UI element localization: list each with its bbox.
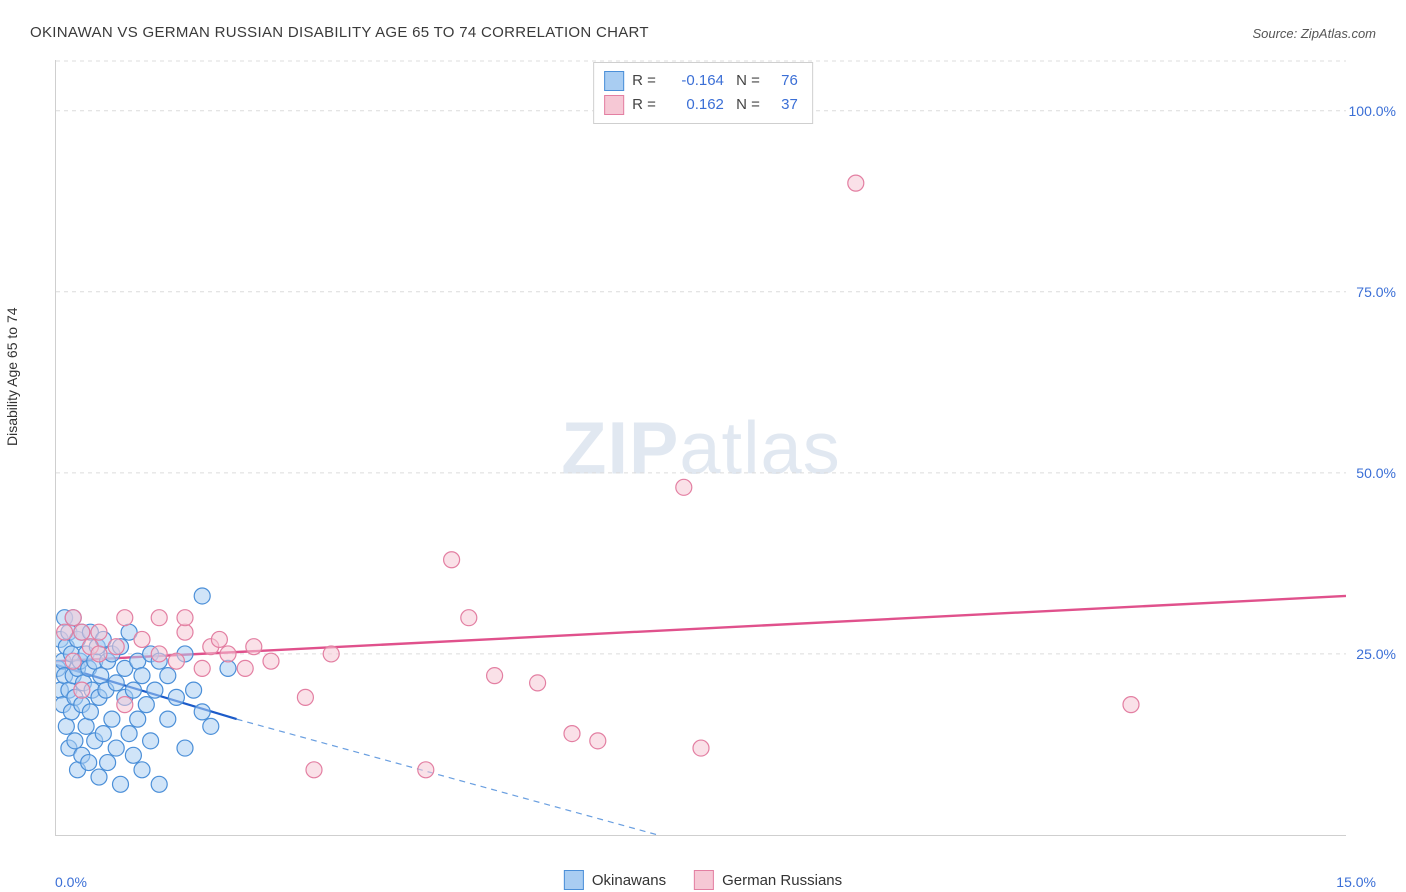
plot-area: ZIPatlas <box>55 60 1346 836</box>
scatter-plot-svg <box>56 60 1346 835</box>
source-attribution: Source: ZipAtlas.com <box>1252 26 1376 41</box>
legend-item-okinawans: Okinawans <box>564 870 666 890</box>
y-tick-label: 100.0% <box>1349 103 1396 119</box>
swatch-german-russians-bottom <box>694 870 714 890</box>
swatch-okinawans <box>604 71 624 91</box>
bottom-legend: Okinawans German Russians <box>564 870 842 890</box>
y-tick-label: 25.0% <box>1356 646 1396 662</box>
correlation-legend-box: R =-0.164 N =76 R =0.162 N =37 <box>593 62 813 124</box>
x-tick-label-min: 0.0% <box>55 874 87 890</box>
correlation-row-2: R =0.162 N =37 <box>604 93 798 117</box>
y-tick-label: 50.0% <box>1356 465 1396 481</box>
swatch-okinawans-bottom <box>564 870 584 890</box>
swatch-german-russians <box>604 95 624 115</box>
x-tick-label-max: 15.0% <box>1336 874 1376 890</box>
chart-title: OKINAWAN VS GERMAN RUSSIAN DISABILITY AG… <box>30 24 649 41</box>
correlation-row-1: R =-0.164 N =76 <box>604 69 798 93</box>
y-tick-label: 75.0% <box>1356 284 1396 300</box>
legend-item-german-russians: German Russians <box>694 870 842 890</box>
y-axis-label: Disability Age 65 to 74 <box>4 307 20 446</box>
